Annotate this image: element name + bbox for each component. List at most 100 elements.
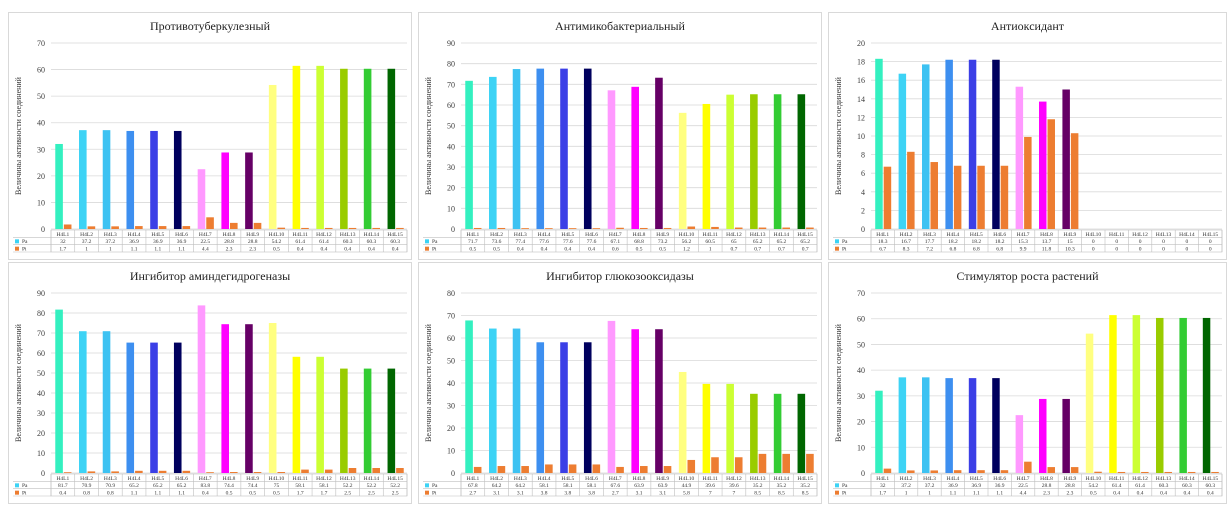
data-label-pa: 52.2: [390, 483, 400, 489]
data-label-pa: 81.7: [58, 483, 68, 489]
y-tick-label: 0: [861, 469, 865, 478]
data-label-pa: 56.2: [682, 239, 692, 245]
data-label-pa: 15.3: [1018, 239, 1028, 245]
legend-label-pi: Pi: [22, 491, 27, 497]
y-tick-label: 80: [447, 60, 455, 69]
bar-pi: [1164, 471, 1172, 473]
data-label-pi: 0.7: [778, 247, 785, 253]
chart-svg: 0 10 20 30 40 50 60 70 80 90 Величины активности с…: [13, 289, 408, 497]
bar-pi: [158, 470, 167, 473]
data-label-pa: 28.8: [248, 239, 258, 245]
chart-svg: 0 2 4 6 8 10 12 14 16 18 20 Величины активности сое…: [833, 39, 1223, 253]
x-category-label: H4L2: [900, 232, 913, 238]
x-category-label: H4L5: [151, 232, 164, 238]
bar-pa: [1015, 86, 1024, 230]
y-tick-label: 30: [857, 392, 865, 401]
data-label-pa: 0: [1092, 239, 1095, 245]
bar-pi: [253, 222, 262, 229]
bar-pi: [1070, 133, 1079, 229]
bar-pa: [221, 324, 229, 473]
data-label-pi: 8.5: [778, 491, 785, 497]
data-label-pi: 0.4: [1160, 491, 1167, 497]
x-category-label: H4L3: [514, 476, 527, 482]
chart-panel-3: Антиоксидант 0 2 4 6 8 10 12 14 16 18 20 Величины а…: [828, 12, 1227, 260]
y-tick-label: 10: [37, 449, 45, 458]
data-label-pa: 60.3: [343, 239, 353, 245]
data-label-pi: 7.2: [926, 247, 933, 253]
x-category-label: H4L6: [585, 476, 598, 482]
data-label-pa: 28.8: [1042, 483, 1052, 489]
data-label-pa: 65.2: [753, 239, 763, 245]
y-tick-label: 20: [447, 184, 455, 193]
bar-pi: [883, 468, 892, 473]
bar-pa: [363, 68, 372, 229]
bar-pa: [1039, 101, 1047, 229]
y-tick-label: 16: [857, 76, 865, 85]
bar-pi: [953, 165, 962, 229]
bar-pi: [1024, 461, 1032, 473]
y-tick-label: 20: [857, 418, 865, 427]
data-label-pi: 9.9: [1020, 247, 1027, 253]
data-label-pa: 74.4: [224, 483, 234, 489]
bar-pa: [465, 80, 473, 229]
bar-pa: [922, 377, 930, 473]
x-category-label: H4L14: [364, 232, 380, 238]
data-label-pi: 0: [1139, 247, 1142, 253]
y-axis-label: Величины активности соединений: [424, 76, 433, 195]
data-label-pa: 65.2: [177, 483, 187, 489]
data-label-pa: 22.5: [200, 239, 210, 245]
bar-pi: [977, 165, 985, 229]
data-label-pa: 16.7: [901, 239, 911, 245]
x-category-label: H4L3: [514, 232, 527, 238]
x-category-label: H4L15: [387, 232, 403, 238]
x-category-label: H4L14: [364, 476, 380, 482]
bar-pa: [387, 368, 396, 473]
bar-pa: [1179, 317, 1187, 473]
data-label-pi: 2.3: [1066, 491, 1073, 497]
x-category-label: H4L4: [538, 232, 551, 238]
x-category-label: H4L12: [726, 476, 742, 482]
legend-label-pa: Pa: [432, 483, 438, 489]
y-tick-label: 0: [41, 225, 45, 234]
x-category-label: H4L7: [609, 476, 622, 482]
data-label-pi: 2.3: [226, 247, 233, 253]
x-category-label: H4L15: [797, 232, 813, 238]
data-label-pi: 0.4: [320, 247, 327, 253]
bar-pi: [568, 228, 577, 229]
bar-pi: [1117, 471, 1126, 473]
data-label-pi: 1.7: [59, 247, 66, 253]
y-tick-label: 50: [37, 369, 45, 378]
y-tick-label: 30: [447, 402, 455, 411]
y-tick-label: 20: [447, 424, 455, 433]
x-category-label: H4L5: [151, 476, 164, 482]
x-category-label: H4L1: [466, 476, 479, 482]
x-category-label: H4L11: [293, 232, 309, 238]
data-label-pi: 8.5: [802, 491, 809, 497]
data-label-pi: 6.8: [996, 247, 1003, 253]
bar-pi: [473, 227, 482, 229]
data-label-pa: 73.6: [492, 239, 502, 245]
data-label-pa: 65.2: [800, 239, 810, 245]
bar-pi: [521, 228, 529, 229]
data-label-pi: 2.5: [392, 491, 399, 497]
data-label-pi: 7: [733, 491, 736, 497]
data-label-pa: 18.2: [995, 239, 1005, 245]
x-category-label: H4L7: [1017, 476, 1030, 482]
bar-pa: [55, 143, 63, 229]
data-label-pa: 36.9: [129, 239, 139, 245]
chart-title: Ингибитор аминдегидрогеназы: [129, 269, 291, 283]
x-category-label: H4L11: [1109, 232, 1125, 238]
data-label-pi: 2.7: [612, 491, 619, 497]
x-category-label: H4L9: [246, 232, 259, 238]
x-category-label: H4L3: [104, 232, 117, 238]
bar-pi: [521, 466, 529, 473]
data-label-pa: 60.3: [1159, 483, 1169, 489]
data-label-pa: 17.7: [925, 239, 935, 245]
y-tick-label: 40: [857, 366, 865, 375]
bar-pi: [324, 469, 333, 473]
x-category-label: H4L10: [679, 232, 695, 238]
legend-key-pa: [835, 483, 839, 488]
bar-pi: [758, 227, 767, 229]
x-category-label: H4L8: [223, 232, 236, 238]
bar-pa: [968, 378, 977, 473]
